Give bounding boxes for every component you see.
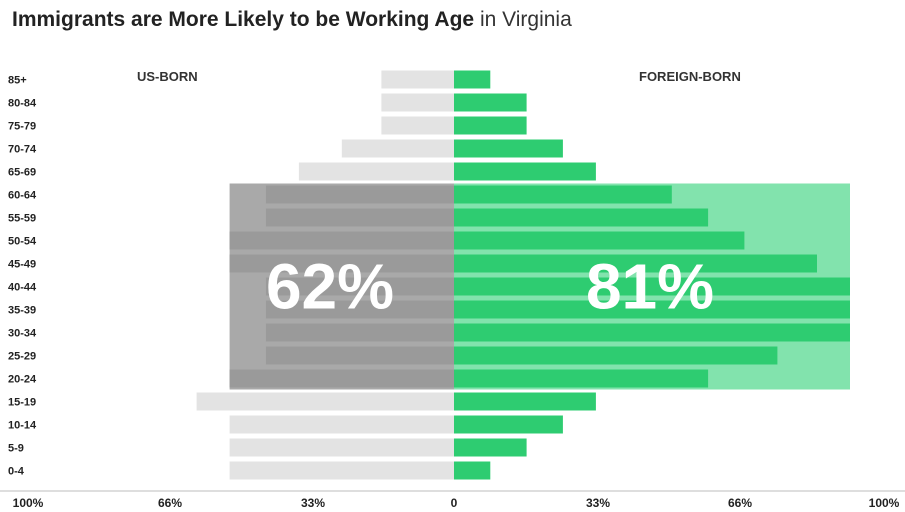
bar-foreign-born-45-49 [454,254,817,273]
age-label-60-64: 60-64 [8,190,37,202]
bar-us-born-10-14 [229,415,454,434]
x-tick-label-0: 100% [13,496,44,510]
age-label-10-14: 10-14 [8,420,37,432]
bar-us-born-50-54 [229,231,454,250]
bar-us-born-45-49 [229,254,454,273]
bar-foreign-born-70-74 [454,139,563,158]
bar-us-born-40-44 [265,277,454,296]
bar-us-born-80-84 [381,93,454,112]
bar-foreign-born-15-19 [454,392,596,411]
foreign-born-working-age-percent: 81% [586,251,714,323]
age-label-65-69: 65-69 [8,167,36,179]
chart-title-region: in Virginia [474,8,572,31]
bar-us-born-70-74 [341,139,454,158]
bar-foreign-born-50-54 [454,231,745,250]
bar-foreign-born-30-34 [454,323,850,342]
x-tick-label-3: 0 [451,496,458,510]
age-label-0-4: 0-4 [8,466,25,478]
bar-us-born-65-69 [298,162,454,181]
chart-title-main: Immigrants are More Likely to be Working… [12,8,475,31]
age-label-5-9: 5-9 [8,443,24,455]
bar-foreign-born-85+ [454,70,491,89]
bar-us-born-15-19 [196,392,454,411]
bar-us-born-60-64 [265,185,454,204]
bar-us-born-35-39 [265,300,454,319]
legend-us-born: US-BORN [137,69,198,84]
age-label-25-29: 25-29 [8,351,36,363]
x-tick-label-4: 33% [586,496,610,510]
bar-foreign-born-75-79 [454,116,527,135]
bar-foreign-born-40-44 [454,277,850,296]
bar-foreign-born-25-29 [454,346,778,365]
bar-us-born-55-59 [265,208,454,227]
age-label-80-84: 80-84 [8,98,37,110]
age-label-55-59: 55-59 [8,213,36,225]
bar-foreign-born-20-24 [454,369,709,388]
age-label-35-39: 35-39 [8,305,36,317]
bar-us-born-20-24 [229,369,454,388]
chart-title: Immigrants are More Likely to be Working… [12,6,572,34]
age-label-45-49: 45-49 [8,259,36,271]
bar-us-born-75-79 [381,116,454,135]
bar-foreign-born-80-84 [454,93,527,112]
x-tick-label-1: 66% [158,496,182,510]
bar-foreign-born-10-14 [454,415,563,434]
age-label-15-19: 15-19 [8,397,36,409]
bar-us-born-30-34 [265,323,454,342]
age-label-75-79: 75-79 [8,121,36,133]
legend-foreign-born: FOREIGN-BORN [639,69,741,84]
bar-foreign-born-0-4 [454,461,491,480]
x-tick-label-5: 66% [728,496,752,510]
bar-foreign-born-60-64 [454,185,672,204]
bar-us-born-0-4 [229,461,454,480]
age-label-50-54: 50-54 [8,236,37,248]
bar-us-born-5-9 [229,438,454,457]
bar-us-born-85+ [381,70,454,89]
age-label-40-44: 40-44 [8,282,37,294]
age-label-85+: 85+ [8,75,27,87]
bar-foreign-born-55-59 [454,208,709,227]
age-label-30-34: 30-34 [8,328,37,340]
us-born-working-age-percent: 62% [266,251,394,323]
age-label-20-24: 20-24 [8,374,37,386]
age-label-70-74: 70-74 [8,144,37,156]
x-tick-label-6: 100% [869,496,900,510]
bar-foreign-born-65-69 [454,162,596,181]
bar-foreign-born-5-9 [454,438,527,457]
bar-us-born-25-29 [265,346,454,365]
x-tick-label-2: 33% [301,496,325,510]
bar-foreign-born-35-39 [454,300,850,319]
